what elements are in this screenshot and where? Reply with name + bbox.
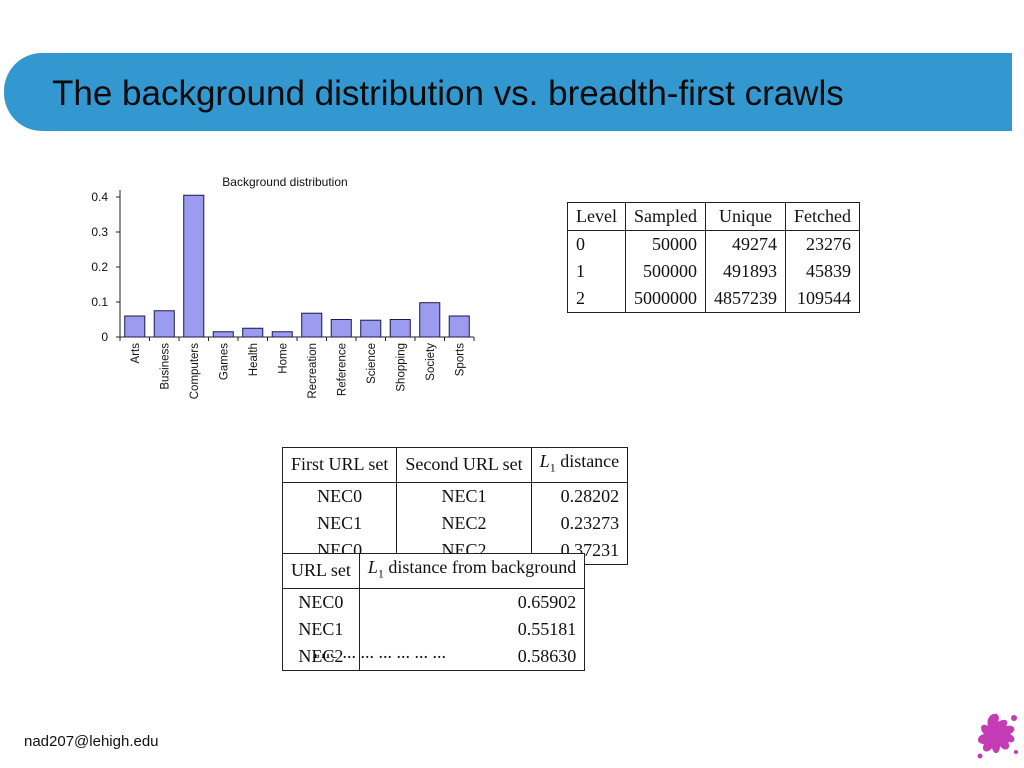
- bar-reference: [330, 319, 352, 338]
- chart-bars: [124, 194, 470, 338]
- x-tick-label: Recreation: [307, 343, 319, 399]
- x-tick-label: Computers: [189, 343, 201, 399]
- table-row: NEC1 NEC2 0.23273: [281, 509, 629, 537]
- y-tick-label: 0.1: [91, 295, 108, 309]
- cell-distance: 0.55181: [358, 615, 586, 643]
- cell-unique: 49274: [704, 230, 786, 258]
- header-second-url-set: Second URL set: [396, 447, 532, 483]
- footer-email: nad207@lehigh.edu: [24, 733, 159, 750]
- header-first-url-set: First URL set: [281, 447, 398, 483]
- cell-url-set: NEC2: [282, 642, 360, 671]
- bar-health: [242, 327, 264, 338]
- header-sampled: Sampled: [624, 202, 706, 231]
- y-tick-label: 0.4: [91, 190, 108, 204]
- bar-shopping: [389, 319, 411, 338]
- title-bar: [4, 53, 1012, 131]
- x-tick-label: Health: [248, 343, 260, 376]
- x-tick-label: Games: [218, 343, 230, 380]
- bar-society: [419, 302, 441, 338]
- table-header-row: Level Sampled Unique Fetched: [567, 202, 860, 231]
- bar-home: [271, 331, 293, 338]
- cell-first-set: NEC1: [281, 509, 398, 537]
- truncated-caption: The ... ... ... ... ... ...: [310, 654, 760, 666]
- crawl-levels-table: Level Sampled Unique Fetched 0 50000 492…: [567, 202, 860, 313]
- paint-splat-icon: [977, 713, 1018, 759]
- slide-title: The background distribution vs. breadth-…: [52, 74, 844, 113]
- header-l1-distance-background: L1 distance from background: [358, 553, 586, 589]
- x-tick-label: Arts: [130, 343, 142, 364]
- x-tick-label: Society: [425, 343, 437, 381]
- bar-games: [212, 331, 234, 338]
- truncated-caption-text: The ... ... ... ... ... ...: [310, 654, 446, 662]
- header-unique: Unique: [704, 202, 786, 231]
- cell-unique: 4857239: [704, 285, 786, 313]
- x-tick-label: Reference: [336, 343, 348, 396]
- cell-sampled: 5000000: [624, 285, 706, 313]
- background-distance-table: URL set L1 distance from background NEC0…: [282, 553, 586, 671]
- table-row: NEC2 0.58630: [282, 642, 586, 671]
- cell-url-set: NEC0: [282, 588, 360, 616]
- url-set-distance-table: First URL set Second URL set L1 distance…: [281, 447, 629, 565]
- cell-fetched: 45839: [784, 258, 860, 285]
- table-row: 2 5000000 4857239 109544: [567, 285, 860, 313]
- cell-distance: 0.65902: [358, 588, 586, 616]
- cell-first-set: NEC0: [281, 482, 398, 510]
- chart-title: Background distribution: [222, 175, 347, 189]
- chart-axes: 0 0.1 0.2 0.3 0.4: [91, 190, 475, 344]
- cell-level: 2: [567, 285, 626, 313]
- cell-url-set: NEC1: [282, 615, 360, 643]
- bar-arts: [124, 315, 146, 338]
- cell-sampled: 500000: [624, 258, 706, 285]
- chart-svg: Background distribution 0 0.1 0.2 0.3 0.4 Ar…: [91, 175, 475, 399]
- y-tick-label: 0: [101, 330, 108, 344]
- background-distribution-chart: Background distribution 0 0.1 0.2 0.3 0.4 Ar…: [70, 172, 480, 422]
- header-level: Level: [567, 202, 626, 231]
- header-fetched: Fetched: [784, 202, 860, 231]
- cell-level: 1: [567, 258, 626, 285]
- bar-recreation: [301, 312, 323, 338]
- header-l1-distance: L1 distance: [530, 447, 629, 483]
- table-header-row: First URL set Second URL set L1 distance: [281, 447, 629, 483]
- table-header-row: URL set L1 distance from background: [282, 553, 586, 589]
- y-tick-label: 0.3: [91, 225, 108, 239]
- cell-second-set: NEC1: [396, 482, 532, 510]
- x-tick-label: Shopping: [395, 343, 407, 392]
- bar-business: [153, 310, 175, 338]
- x-tick-label: Home: [277, 343, 289, 374]
- cell-fetched: 23276: [784, 230, 860, 258]
- bar-computers: [183, 194, 205, 338]
- table-row: NEC0 NEC1 0.28202: [281, 482, 629, 510]
- bar-sports: [448, 315, 470, 338]
- cell-distance: 0.28202: [530, 482, 629, 510]
- cell-level: 0: [567, 230, 626, 258]
- cell-fetched: 109544: [784, 285, 860, 313]
- table-row: 0 50000 49274 23276: [567, 230, 860, 258]
- x-tick-label: Sports: [454, 343, 466, 376]
- x-tick-label: Business: [159, 343, 171, 390]
- bar-science: [360, 319, 382, 338]
- y-tick-label: 0.2: [91, 260, 108, 274]
- table-row: 1 500000 491893 45839: [567, 258, 860, 285]
- chart-labels: Arts Business Computers Games Health Home Recr…: [130, 343, 467, 399]
- cell-second-set: NEC2: [396, 509, 532, 537]
- table-row: NEC0 0.65902: [282, 588, 586, 616]
- header-url-set: URL set: [282, 553, 360, 589]
- table-row: NEC1 0.55181: [282, 615, 586, 643]
- cell-distance: 0.58630: [358, 642, 586, 671]
- cell-distance: 0.23273: [530, 509, 629, 537]
- x-tick-label: Science: [366, 343, 378, 384]
- cell-sampled: 50000: [624, 230, 706, 258]
- cell-unique: 491893: [704, 258, 786, 285]
